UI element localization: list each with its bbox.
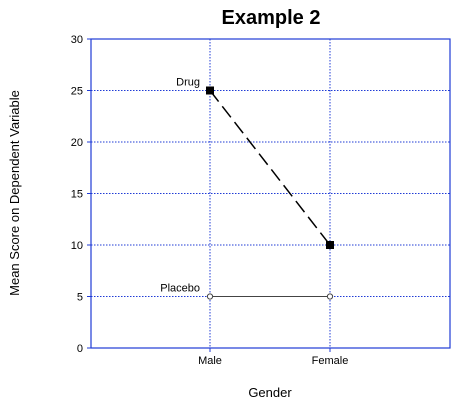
y-tick-label: 15 [71, 189, 83, 201]
grid [91, 39, 450, 348]
chart-title: Example 2 [222, 7, 321, 29]
x-tick-label: Male [198, 355, 222, 367]
data-point-placebo [327, 294, 332, 299]
data-point-drug [206, 87, 214, 95]
x-axis-ticks: Male Female [198, 348, 348, 367]
y-tick-label: 30 [71, 34, 83, 46]
y-tick-label: 5 [77, 292, 83, 304]
series-layer: Drug Placebo [160, 77, 334, 300]
y-axis-ticks: 0 5 10 15 20 25 30 [71, 34, 91, 355]
series-label-placebo: Placebo [160, 283, 200, 295]
y-tick-label: 10 [71, 240, 83, 252]
y-axis-label: Mean Score on Dependent Variable [7, 90, 22, 296]
series-line-drug [210, 91, 330, 246]
y-tick-label: 25 [71, 86, 83, 98]
y-tick-label: 0 [77, 343, 83, 355]
x-axis-label: Gender [248, 385, 292, 400]
y-tick-label: 20 [71, 137, 83, 149]
plot-frame [91, 39, 450, 348]
data-point-drug [326, 241, 334, 249]
series-label-drug: Drug [176, 77, 200, 89]
x-tick-label: Female [312, 355, 349, 367]
data-point-placebo [207, 294, 212, 299]
